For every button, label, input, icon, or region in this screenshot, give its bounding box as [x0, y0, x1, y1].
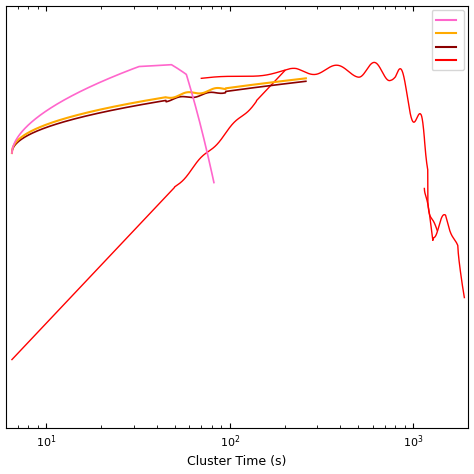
Legend: , , , : , , ,: [431, 10, 464, 70]
X-axis label: Cluster Time (s): Cluster Time (s): [187, 456, 287, 468]
